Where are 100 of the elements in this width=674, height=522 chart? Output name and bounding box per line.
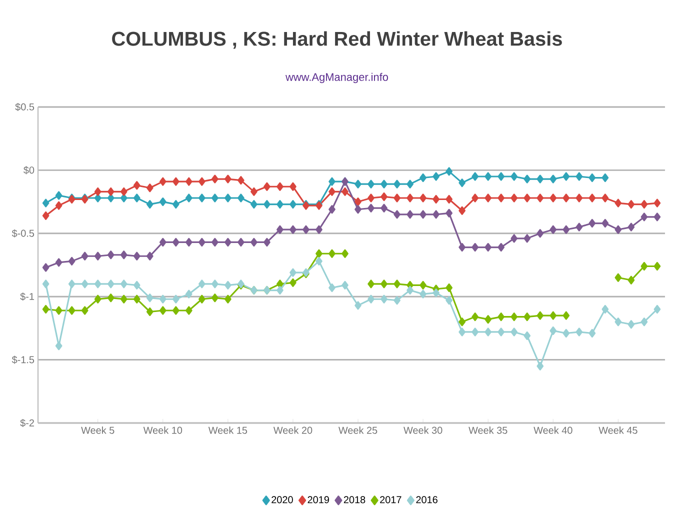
legend-label: 2020 [272, 496, 293, 504]
point [238, 238, 244, 247]
point [354, 197, 362, 206]
point [224, 280, 232, 290]
point [484, 328, 492, 336]
point [432, 210, 440, 219]
point [328, 283, 336, 292]
point [276, 200, 284, 209]
point [120, 187, 128, 196]
y-tick-label: $0.5 [15, 102, 34, 112]
point [510, 312, 518, 322]
point [368, 294, 374, 304]
point [107, 250, 114, 260]
point [576, 194, 583, 202]
point [250, 238, 258, 247]
point [55, 342, 62, 350]
point [159, 177, 166, 186]
point [172, 177, 180, 186]
point [394, 280, 400, 288]
point [290, 182, 296, 191]
point [224, 194, 232, 202]
point [510, 234, 518, 243]
point [342, 249, 348, 258]
chart-title: COLUMBUS , KS: Hard Red Winter Wheat Basis [112, 31, 562, 49]
point [211, 280, 218, 288]
point [276, 280, 284, 288]
point [536, 194, 544, 202]
x-tick-label: Week 5 [81, 426, 114, 434]
y-tick-label: $-0.5 [12, 229, 34, 238]
point [394, 180, 400, 188]
point [316, 225, 322, 234]
point [510, 172, 518, 181]
point [55, 306, 62, 315]
chart-subtitle: www.AgManager.info [286, 72, 388, 84]
point [198, 177, 206, 186]
point [536, 311, 544, 320]
point [264, 200, 270, 209]
point [81, 252, 88, 260]
point [159, 306, 166, 315]
point [42, 198, 50, 208]
x-tick-label: Week 30 [404, 426, 442, 434]
legend-label: 2019 [308, 496, 329, 504]
point [380, 180, 388, 188]
point [446, 283, 452, 292]
point [654, 198, 661, 208]
point [94, 280, 102, 288]
point [524, 312, 531, 322]
point [211, 238, 218, 247]
point [576, 222, 583, 232]
point [211, 174, 218, 184]
legend-label: 2018 [344, 496, 366, 504]
point [120, 194, 128, 202]
point [238, 176, 244, 185]
y-tick-label: $-2 [20, 418, 34, 428]
x-tick-label: Week 10 [143, 426, 182, 434]
point [524, 331, 531, 340]
point [290, 200, 296, 209]
point [550, 225, 557, 234]
point [484, 315, 492, 324]
point [510, 328, 518, 336]
point [328, 187, 336, 196]
point [640, 212, 648, 222]
point [185, 194, 192, 202]
point [576, 328, 583, 336]
y-tick-label: $-1 [20, 292, 34, 301]
y-tick-label: $0 [24, 166, 34, 174]
y-tick-label: $-1.5 [12, 356, 34, 364]
point [562, 194, 570, 202]
point [55, 258, 62, 267]
point [146, 200, 154, 209]
point [562, 328, 570, 338]
point [94, 252, 102, 260]
point [484, 194, 492, 202]
point [524, 194, 531, 202]
point [536, 174, 544, 184]
point [406, 180, 414, 188]
point [394, 194, 400, 202]
point [420, 290, 426, 298]
point [550, 194, 557, 202]
point [588, 194, 596, 202]
point [172, 294, 180, 304]
point [354, 205, 362, 214]
point [614, 198, 622, 208]
point [264, 238, 270, 247]
point [588, 218, 596, 228]
point [328, 249, 336, 258]
point [198, 280, 206, 288]
point [536, 362, 544, 370]
point [562, 311, 570, 320]
point [42, 211, 50, 220]
point [42, 304, 50, 314]
point [328, 205, 336, 214]
point [524, 174, 531, 184]
point [368, 204, 374, 212]
point [640, 262, 648, 271]
point [380, 280, 388, 288]
point [498, 172, 505, 181]
point [602, 304, 609, 314]
point [107, 194, 114, 202]
point [432, 194, 440, 204]
